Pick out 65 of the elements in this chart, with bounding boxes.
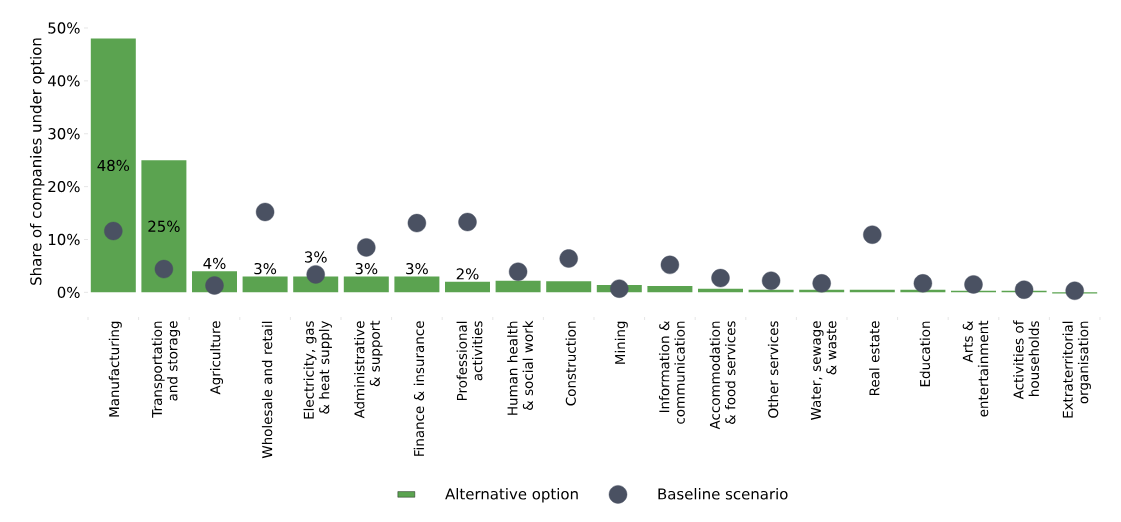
data-label: 3% (254, 262, 277, 275)
y-tick-label: 40% (48, 75, 80, 87)
point (660, 255, 680, 275)
x-tick-label: Agriculture (209, 321, 224, 395)
bar (394, 276, 440, 293)
x-tick-label: Real estate (869, 321, 880, 396)
point (255, 202, 275, 222)
legend-label: Alternative option (445, 487, 578, 503)
point (104, 221, 123, 241)
point (610, 279, 629, 298)
point (913, 274, 933, 293)
data-label: 48% (97, 159, 130, 172)
bar (647, 286, 693, 293)
data-label: 3% (304, 251, 327, 263)
point (812, 274, 831, 293)
point (357, 238, 376, 257)
x-tick-label: Water, sewage & waste (810, 321, 837, 420)
point (407, 213, 427, 233)
point (863, 225, 882, 244)
x-tick-label: Transportation and storage (151, 321, 181, 418)
point (154, 259, 174, 279)
bar (141, 160, 187, 293)
point (458, 212, 477, 232)
data-label: 4% (203, 257, 226, 270)
x-tick-label: Other services (767, 321, 779, 418)
y-tick-label: 0% (57, 286, 80, 299)
x-tick-label: Electricity, gas & heat supply (303, 320, 332, 419)
x-tick-label: Professional activities (456, 321, 483, 401)
x-tick-label: Manufacturing (108, 321, 122, 417)
data-label: 2% (456, 268, 479, 280)
y-tick-label: 50% (48, 22, 80, 34)
bar (445, 281, 490, 293)
x-tick-label: Information & communication (658, 320, 685, 424)
data-label: 25% (148, 220, 180, 232)
y-tick-label: 10% (48, 233, 80, 246)
point (508, 262, 528, 281)
x-tick-label: Construction (565, 321, 576, 406)
bar (546, 281, 592, 293)
x-tick-label: Mining (614, 321, 628, 364)
data-label: 3% (355, 262, 378, 275)
y-tick-label: 30% (48, 128, 80, 140)
bar (90, 38, 136, 293)
x-tick-label: Extraterritorial organisation (1062, 321, 1091, 418)
bar (495, 280, 541, 293)
x-tick-label: Education (919, 321, 931, 387)
legend-label: Baseline scenario (658, 487, 788, 500)
bar (242, 276, 288, 293)
x-tick-label: Activities of households (1013, 320, 1040, 400)
x-tick-label: Human health & social work (507, 320, 534, 415)
data-label: 3% (406, 262, 428, 275)
y-axis-title: Share of companies under option (29, 38, 45, 285)
point (1014, 280, 1034, 299)
point (761, 271, 781, 290)
point (964, 275, 983, 294)
bar (343, 276, 389, 293)
x-tick-label: Wholesale and retail (261, 321, 273, 459)
x-tick-label: Accommodation & food services (709, 321, 736, 430)
point (1065, 281, 1084, 300)
point (306, 265, 325, 284)
x-tick-label: Arts & entertainment (962, 320, 989, 417)
y-tick-label: 20% (48, 180, 80, 193)
x-tick-label: Finance & insurance (413, 321, 425, 456)
point (711, 268, 730, 288)
x-tick-label: Administrative & support (354, 320, 383, 419)
point (559, 249, 578, 268)
